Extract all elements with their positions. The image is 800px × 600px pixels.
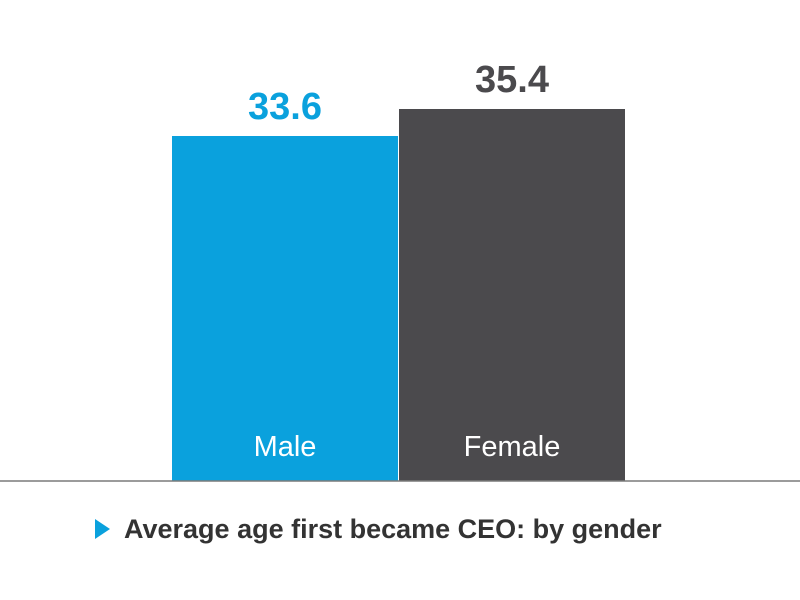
caption-text: Average age first became CEO: by gender [124, 513, 662, 544]
value-label-male: 33.6 [248, 86, 322, 128]
bar-female [399, 109, 625, 481]
value-label-female: 35.4 [475, 59, 549, 101]
play-triangle-icon [95, 519, 110, 539]
bars-layer: 33.6 Male 35.4 Female [172, 59, 625, 481]
bar-male [172, 136, 398, 481]
category-label-male: Male [254, 431, 317, 463]
chart-caption: Average age first became CEO: by gender [95, 509, 662, 549]
category-label-female: Female [464, 431, 561, 463]
